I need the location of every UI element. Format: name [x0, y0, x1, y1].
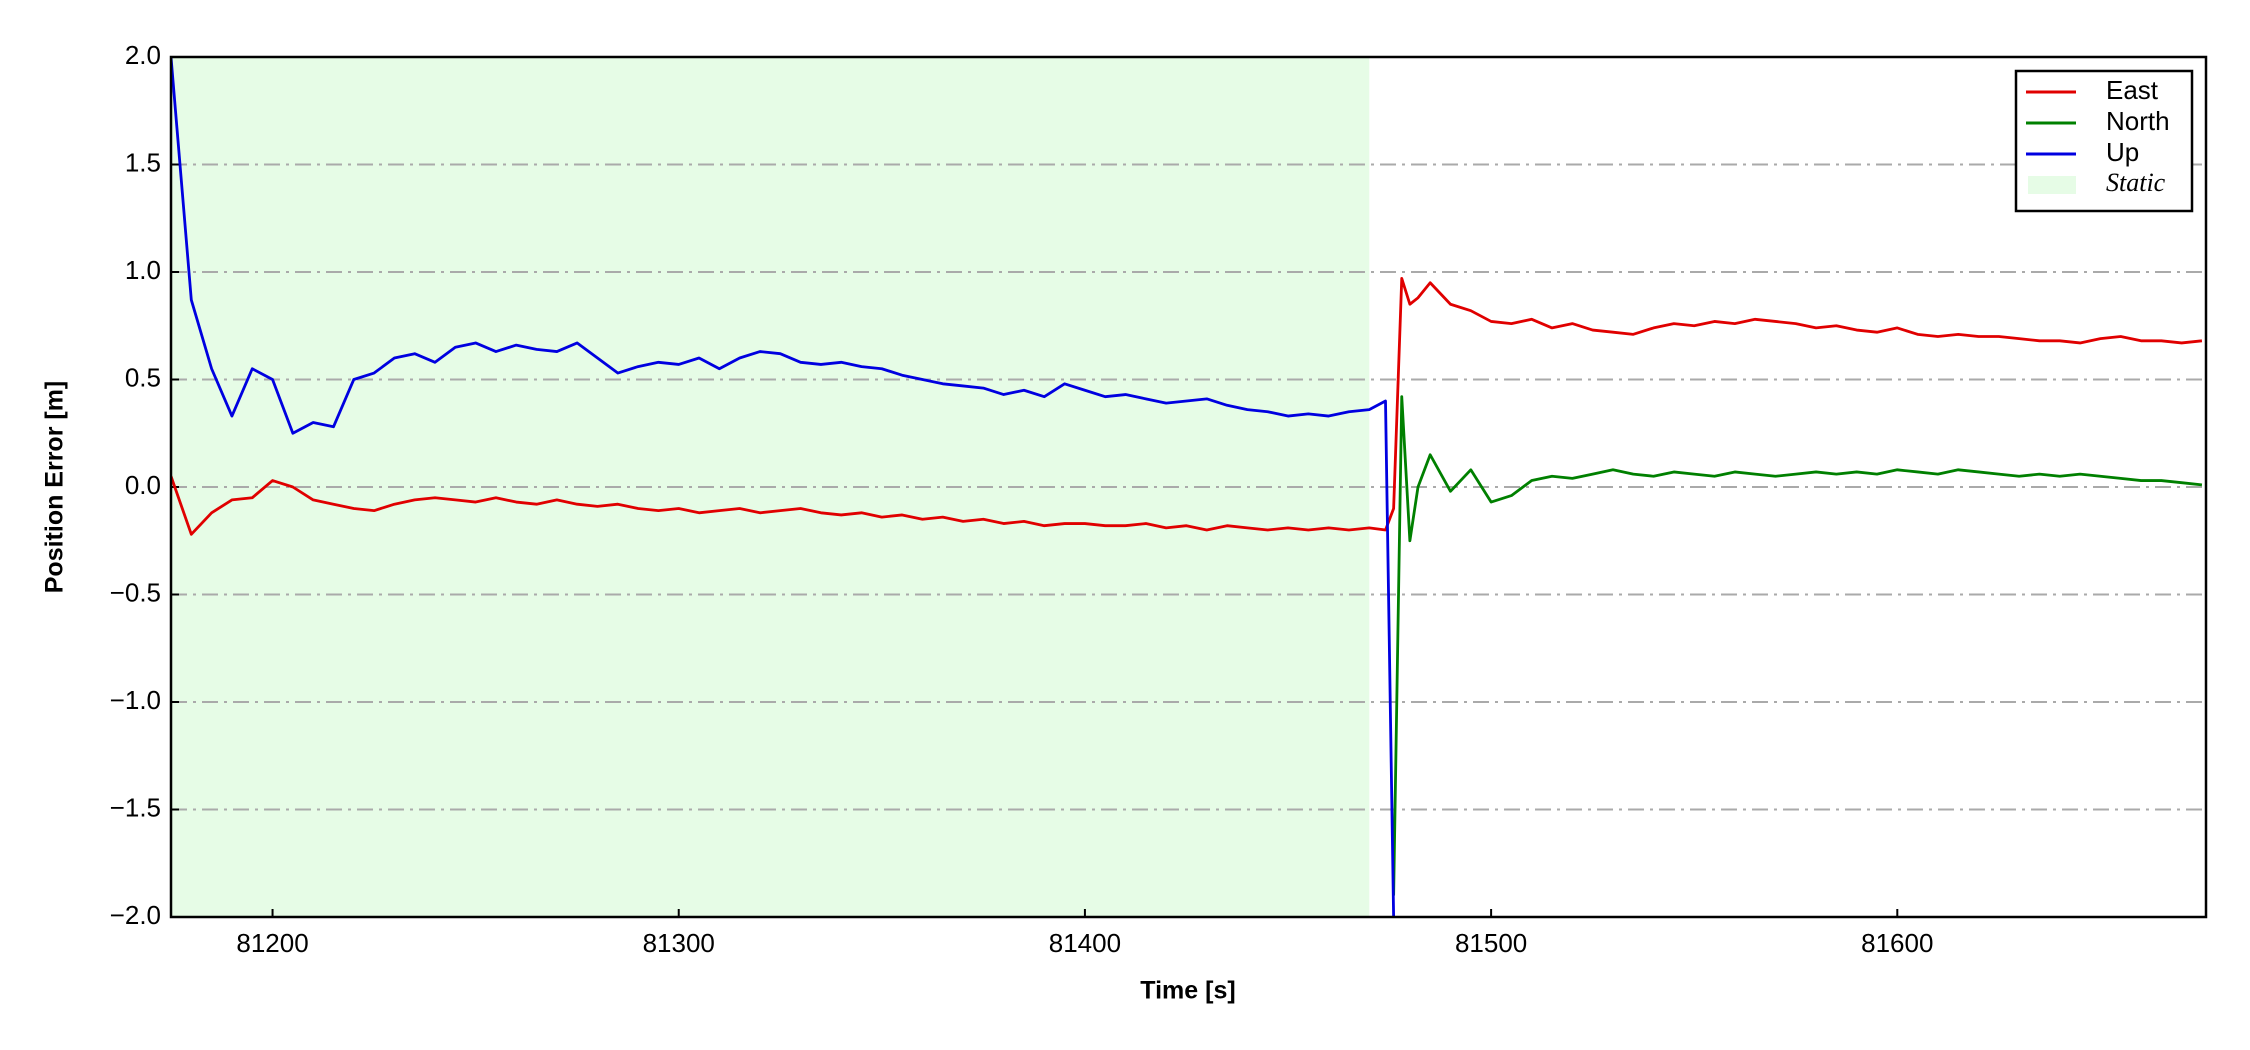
legend-label: Static — [2106, 168, 2166, 197]
legend-swatch — [2028, 176, 2076, 194]
y-tick-label: 1.5 — [125, 147, 161, 177]
x-axis-label: Time [s] — [1140, 977, 1235, 1005]
x-tick-label: 81500 — [1455, 928, 1527, 958]
series-line — [1392, 395, 2203, 896]
y-tick-label: 2.0 — [125, 40, 161, 70]
y-tick-label: 1.0 — [125, 255, 161, 285]
x-tick-label: 81200 — [236, 928, 308, 958]
y-axis-label: Position Error [m] — [41, 381, 69, 594]
x-tick-label: 81600 — [1861, 928, 1933, 958]
legend-label: North — [2106, 106, 2170, 136]
y-tick-label: 0.0 — [125, 470, 161, 500]
y-tick-label: −2.0 — [110, 900, 161, 930]
y-tick-label: −1.0 — [110, 685, 161, 715]
legend-label: Up — [2106, 137, 2139, 167]
x-tick-label: 81400 — [1049, 928, 1121, 958]
legend-box — [2014, 69, 2194, 213]
plot-frame — [169, 55, 2208, 919]
series-line — [171, 57, 1396, 917]
plot-lines — [171, 57, 2203, 917]
y-tick-label: −0.5 — [110, 577, 161, 607]
legend-label: East — [2106, 75, 2159, 105]
y-tick-label: −1.5 — [110, 792, 161, 822]
x-tick-label: 81300 — [643, 928, 715, 958]
series-line — [171, 277, 2203, 536]
y-tick-label: 0.5 — [125, 362, 161, 392]
